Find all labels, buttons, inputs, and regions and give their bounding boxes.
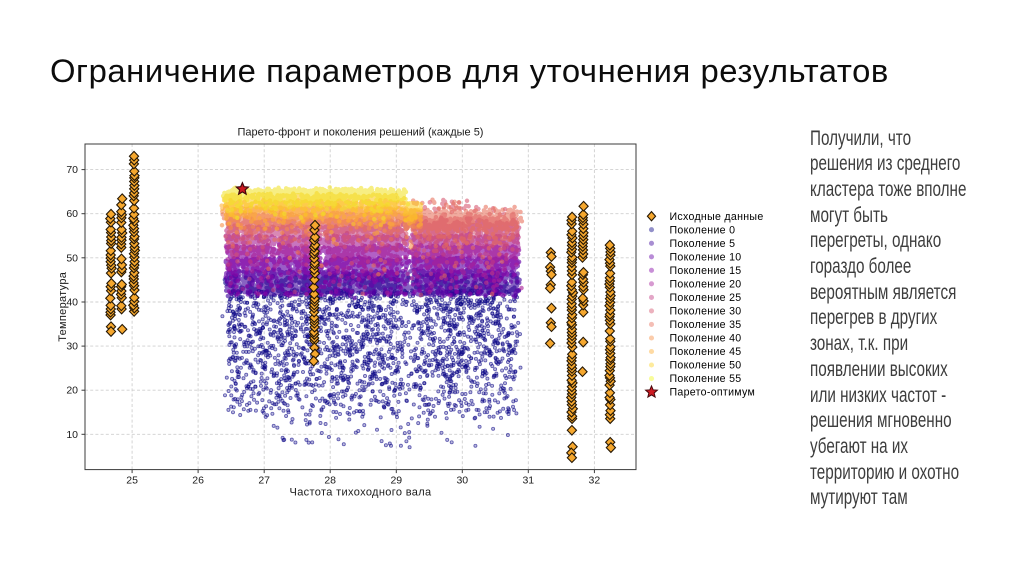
svg-text:29: 29 (390, 475, 402, 487)
svg-text:31: 31 (522, 475, 534, 487)
svg-text:20: 20 (66, 385, 78, 397)
svg-text:25: 25 (126, 475, 138, 487)
svg-text:Поколение 40: Поколение 40 (670, 333, 742, 345)
svg-text:Поколение 55: Поколение 55 (670, 373, 742, 385)
svg-text:28: 28 (324, 475, 336, 487)
svg-text:Поколение 35: Поколение 35 (670, 319, 742, 331)
svg-text:Парето-фронт и поколения решен: Парето-фронт и поколения решений (каждые… (238, 127, 484, 139)
svg-text:40: 40 (66, 297, 78, 309)
svg-text:32: 32 (589, 475, 601, 487)
svg-text:Поколение 15: Поколение 15 (670, 265, 742, 277)
svg-text:Поколение 20: Поколение 20 (670, 278, 742, 290)
svg-text:Поколение 10: Поколение 10 (670, 251, 742, 263)
svg-text:Парето-оптимум: Парето-оптимум (670, 387, 756, 399)
svg-text:70: 70 (66, 164, 78, 176)
svg-text:Поколение 0: Поколение 0 (670, 224, 736, 236)
svg-text:Поколение 5: Поколение 5 (670, 238, 736, 250)
svg-text:50: 50 (66, 252, 78, 264)
svg-text:Поколение 30: Поколение 30 (670, 306, 742, 318)
svg-text:27: 27 (258, 475, 270, 487)
svg-text:Поколение 50: Поколение 50 (670, 360, 742, 372)
svg-text:Исходные данные: Исходные данные (670, 211, 764, 223)
svg-text:Поколение 45: Поколение 45 (670, 346, 742, 358)
svg-text:Частота тихоходного вала: Частота тихоходного вала (290, 487, 432, 499)
svg-text:Поколение 25: Поколение 25 (670, 292, 742, 304)
svg-text:30: 30 (66, 341, 78, 353)
svg-text:10: 10 (66, 429, 78, 441)
svg-text:Температура: Температура (57, 271, 69, 342)
svg-text:30: 30 (456, 475, 468, 487)
svg-text:60: 60 (66, 208, 78, 220)
svg-text:26: 26 (192, 475, 204, 487)
